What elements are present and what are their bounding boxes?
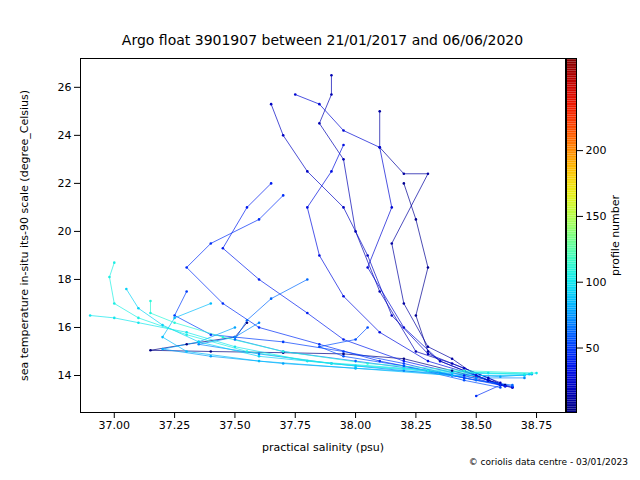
svg-text:100: 100 xyxy=(586,276,607,289)
svg-text:26: 26 xyxy=(58,81,72,94)
svg-text:37.50: 37.50 xyxy=(219,419,251,432)
svg-text:sea temperature in-situ its-90: sea temperature in-situ its-90 scale (de… xyxy=(18,90,31,381)
svg-text:38.75: 38.75 xyxy=(521,419,553,432)
svg-text:38.50: 38.50 xyxy=(460,419,492,432)
svg-text:16: 16 xyxy=(58,321,72,334)
svg-text:22: 22 xyxy=(58,177,72,190)
svg-text:20: 20 xyxy=(58,225,72,238)
svg-text:37.75: 37.75 xyxy=(280,419,312,432)
svg-text:24: 24 xyxy=(58,129,72,142)
svg-text:150: 150 xyxy=(586,210,607,223)
svg-text:18: 18 xyxy=(58,273,72,286)
svg-text:37.00: 37.00 xyxy=(99,419,131,432)
svg-text:50: 50 xyxy=(586,342,600,355)
html-text:Argo float 3901907 between 21/: Argo float 3901907 between 21/01/2017 an… xyxy=(121,32,524,48)
svg-text:38.00: 38.00 xyxy=(340,419,372,432)
svg-text:38.25: 38.25 xyxy=(400,419,432,432)
svg-text:14: 14 xyxy=(58,369,72,382)
svg-text:profile number: profile number xyxy=(609,194,622,276)
html-text:© coriolis data centre - 03/01: © coriolis data centre - 03/01/2023 xyxy=(468,457,628,467)
svg-text:practical salinity (psu): practical salinity (psu) xyxy=(262,441,384,454)
svg-text:37.25: 37.25 xyxy=(159,419,191,432)
svg-text:200: 200 xyxy=(586,144,607,157)
